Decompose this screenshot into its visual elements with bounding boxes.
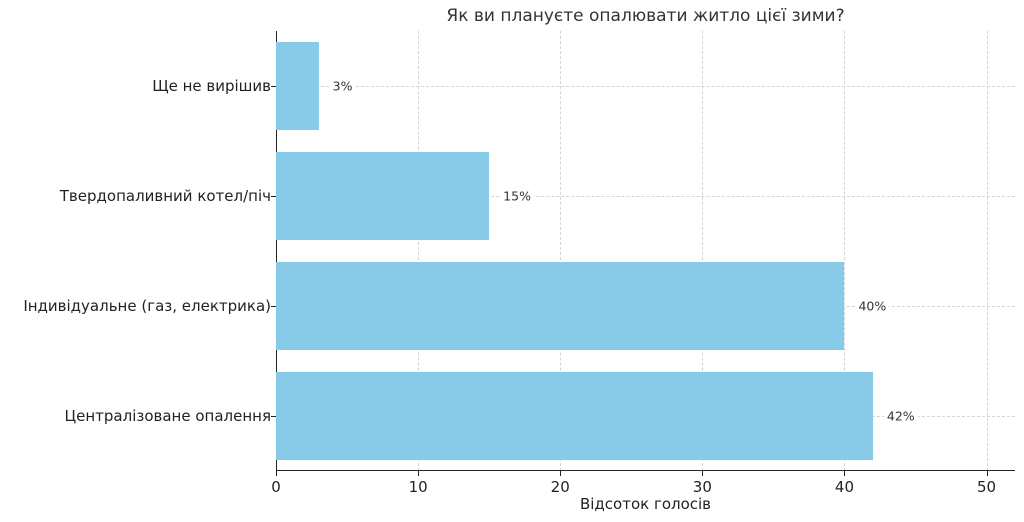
bar-value-label: 3% — [329, 78, 356, 94]
bar-value-label: 15% — [500, 188, 534, 204]
x-tick-label: 10 — [408, 478, 428, 496]
y-tick — [271, 416, 276, 417]
y-tick — [271, 86, 276, 87]
x-tick — [986, 471, 988, 476]
x-gridline — [560, 31, 562, 471]
x-tick — [702, 471, 704, 476]
y-tick — [271, 196, 276, 197]
y-gridline — [276, 196, 1015, 197]
x-gridline — [702, 31, 704, 471]
bar — [276, 262, 845, 350]
bar — [276, 152, 490, 240]
x-gridline — [986, 31, 988, 471]
x-gridline — [844, 31, 846, 471]
x-gridline — [418, 31, 420, 471]
x-tick — [276, 471, 277, 476]
y-gridline — [276, 86, 1015, 87]
chart-title: Як ви плануєте опалювати житло цієї зими… — [446, 6, 845, 26]
bar — [276, 42, 319, 130]
x-axis-line — [276, 470, 1015, 471]
x-tick-label: 40 — [834, 478, 854, 496]
plot-area: 3% 15% 40% 42% — [271, 31, 1015, 476]
x-tick — [418, 471, 420, 476]
x-tick-label: 30 — [692, 478, 712, 496]
bar-value-label: 42% — [883, 408, 918, 424]
x-tick-label: 0 — [271, 478, 281, 496]
y-tick-label: Індивідуальне (газ, електрика) — [23, 297, 271, 315]
bar-value-label: 40% — [855, 298, 890, 314]
y-tick-label: Централізоване опалення — [64, 407, 271, 425]
x-tick — [560, 471, 562, 476]
y-axis-line — [276, 31, 277, 471]
x-tick-label: 20 — [550, 478, 570, 496]
y-tick-label: Ще не вирішив — [152, 77, 271, 95]
y-tick-label: Твердопаливний котел/піч — [59, 187, 271, 205]
x-tick-label: 50 — [977, 478, 997, 496]
y-tick — [271, 306, 276, 307]
x-tick — [844, 471, 846, 476]
x-axis-title: Відсоток голосів — [579, 495, 712, 513]
bar — [276, 372, 873, 460]
